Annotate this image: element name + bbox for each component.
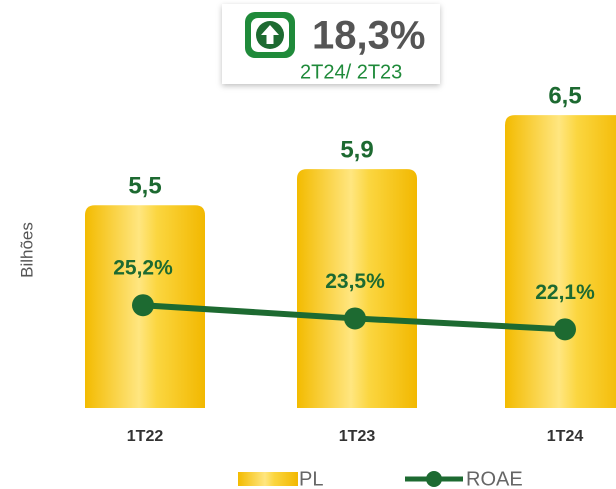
y-axis-label: Bilhões (17, 222, 36, 278)
badge-value: 18,3% (312, 14, 425, 58)
x-tick-label: 1T22 (127, 428, 164, 445)
line-point (344, 307, 366, 330)
bar (297, 169, 417, 408)
legend-label: ROAE (466, 468, 523, 489)
line-value-label: 22,1% (535, 281, 595, 304)
line-point (132, 294, 154, 317)
badge-arrow (261, 25, 279, 44)
x-tick-label: 1T24 (547, 428, 584, 445)
bar-value-label: 5,9 (340, 136, 373, 163)
bar-value-label: 6,5 (548, 82, 581, 109)
badge-period: 2T24/ 2T23 (300, 61, 402, 83)
line-value-label: 25,2% (113, 257, 173, 280)
legend-label: PL (299, 468, 323, 489)
bar (505, 115, 616, 408)
bar-value-label: 5,5 (128, 173, 161, 200)
legend-swatch (238, 472, 298, 486)
line-value-label: 23,5% (325, 270, 385, 293)
legend-swatch-dot (426, 471, 442, 487)
x-tick-label: 1T23 (339, 428, 376, 445)
line-point (554, 318, 576, 341)
